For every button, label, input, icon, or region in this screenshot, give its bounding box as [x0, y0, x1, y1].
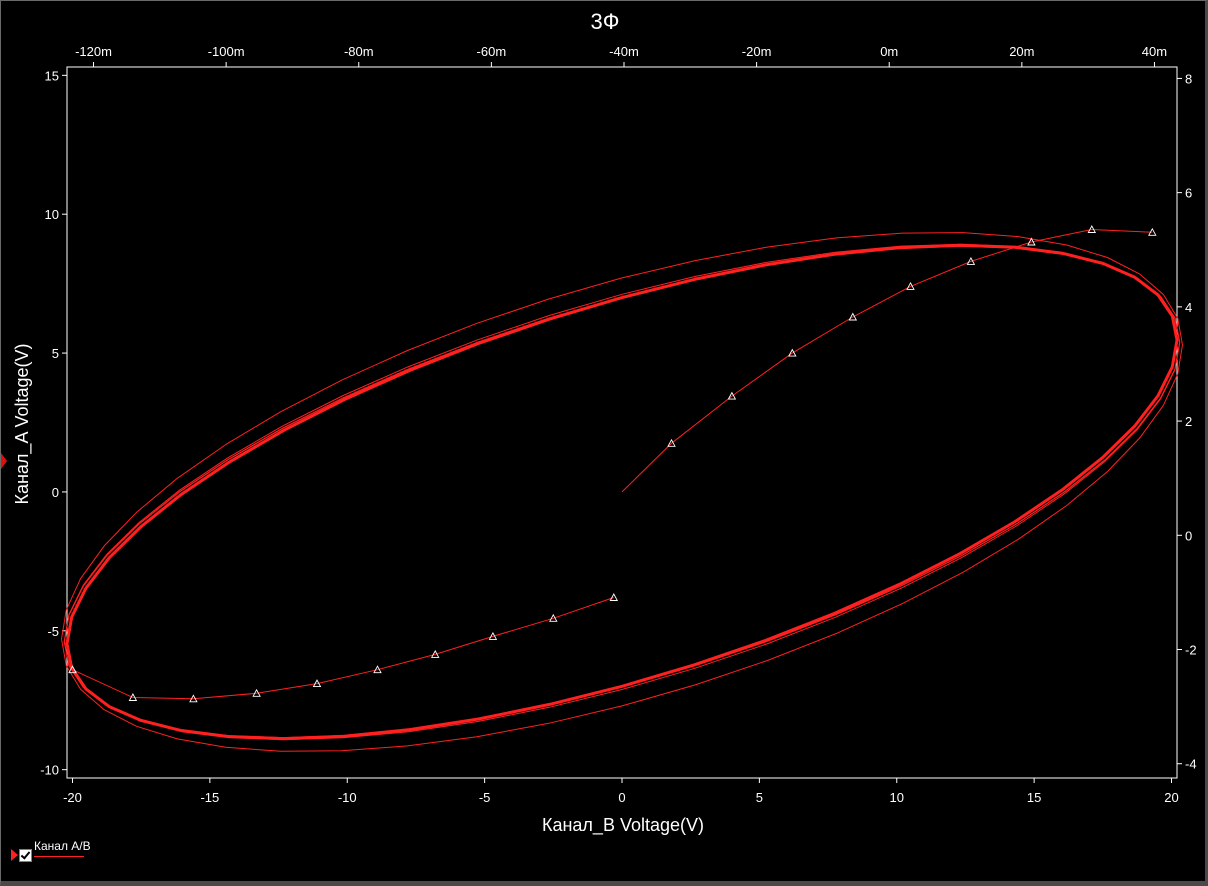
- right-tick-label: 0: [1185, 528, 1192, 543]
- transient-end-marker: [549, 613, 558, 622]
- x-tick-label: 0: [618, 790, 625, 805]
- y-tick-label: -5: [47, 624, 59, 639]
- right-tick-label: 4: [1185, 300, 1192, 315]
- right-tick-label: 6: [1185, 186, 1192, 201]
- top-tick-label: -20m: [742, 44, 772, 59]
- trigger-marker-icon: [1, 453, 7, 469]
- right-tick-label: 2: [1185, 414, 1192, 429]
- x-tick-label: 5: [756, 790, 763, 805]
- transient-start-marker: [727, 391, 737, 400]
- y-tick-label: -10: [40, 763, 59, 778]
- top-tick-label: -60m: [477, 44, 507, 59]
- transient-end-marker: [68, 665, 77, 674]
- top-tick-label: 20m: [1009, 44, 1034, 59]
- top-tick-label: -100m: [208, 44, 245, 59]
- y-tick-label: 10: [45, 207, 59, 222]
- transient-end-marker: [488, 631, 498, 640]
- x-tick-label: 15: [1027, 790, 1041, 805]
- transient-end-marker: [312, 679, 322, 688]
- lissajous-loop-1: [63, 245, 1181, 739]
- transient-start-marker: [788, 348, 797, 357]
- series-canal-ab: [61, 225, 1183, 752]
- y-tick-label: 15: [45, 68, 59, 83]
- transient-start-marker: [906, 281, 915, 290]
- transient-end-line: [72, 597, 614, 700]
- legend-label: Канал A/B: [34, 839, 91, 853]
- top-tick-label: 40m: [1142, 44, 1167, 59]
- x-axis-title: Канал_B Voltage(V): [542, 815, 704, 836]
- x-tick-label: 20: [1164, 790, 1178, 805]
- y-tick-label: 5: [52, 346, 59, 361]
- chart-title: 3Ф: [591, 9, 620, 34]
- transient-start-marker: [1027, 237, 1036, 246]
- transient-end-marker: [430, 649, 440, 658]
- transient-start-marker: [1148, 227, 1157, 236]
- x-tick-label: -20: [63, 790, 82, 805]
- legend: Канал A/B: [11, 839, 91, 862]
- transient-end-marker: [609, 593, 619, 601]
- legend-swatch: [34, 856, 84, 857]
- x-tick-label: 10: [890, 790, 904, 805]
- top-tick-label: -40m: [609, 44, 639, 59]
- legend-visibility-checkbox[interactable]: [19, 849, 32, 862]
- top-tick-label: -120m: [75, 44, 112, 59]
- top-tick-label: -80m: [344, 44, 374, 59]
- transient-end-marker: [189, 694, 198, 703]
- transient-start-marker: [1087, 225, 1097, 233]
- transient-start-marker: [667, 438, 676, 447]
- transient-end-marker: [128, 693, 138, 701]
- y-tick-label: 0: [52, 485, 59, 500]
- x-tick-label: -10: [338, 790, 357, 805]
- legend-pointer-icon: [11, 849, 18, 861]
- x-tick-label: -15: [200, 790, 219, 805]
- right-tick-label: -2: [1185, 643, 1197, 658]
- y-axis-title: Канал_A Voltage(V): [12, 343, 33, 504]
- transient-start-marker: [848, 312, 858, 321]
- transient-end-marker: [252, 688, 261, 697]
- transient-start-marker: [966, 256, 976, 265]
- right-tick-label: 8: [1185, 71, 1192, 86]
- legend-entry[interactable]: Канал A/B: [34, 839, 91, 857]
- lissajous-loop-3: [61, 232, 1183, 752]
- lissajous-loop-2: [63, 243, 1181, 741]
- top-tick-label: 0m: [880, 44, 898, 59]
- x-tick-label: -5: [479, 790, 491, 805]
- plot-area: [66, 66, 1178, 779]
- transient-end-marker: [373, 665, 382, 674]
- transient-start-line: [621, 228, 1153, 493]
- right-tick-label: -4: [1185, 757, 1197, 772]
